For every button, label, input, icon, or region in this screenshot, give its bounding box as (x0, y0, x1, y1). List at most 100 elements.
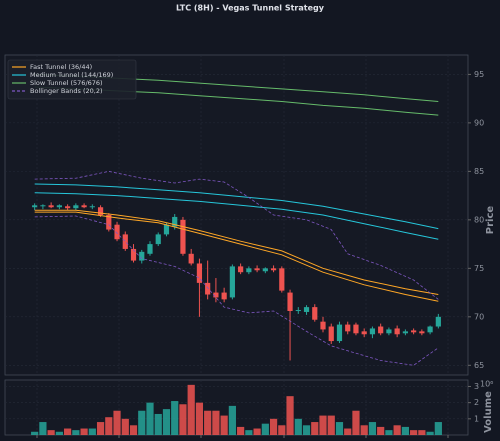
candle-body (172, 216, 178, 227)
volume-bar (228, 405, 236, 435)
y-tick-label: 80 (474, 215, 484, 224)
candle-body (328, 326, 334, 342)
volume-bar (352, 410, 360, 435)
volume-tick-label: 1 (474, 414, 479, 423)
candle-body (254, 268, 260, 271)
candle-body (139, 251, 145, 261)
candle-body (114, 224, 120, 240)
volume-bar (39, 422, 47, 435)
candle-body (435, 316, 441, 327)
volume-bar (245, 430, 253, 435)
volume-panel (4, 379, 469, 436)
volume-bar (171, 401, 179, 435)
candle-body (427, 326, 433, 333)
legend-label: Fast Tunnel (36/44) (30, 63, 92, 71)
volume-bar (401, 426, 409, 435)
candle-body (205, 282, 211, 295)
volume-bar (319, 415, 327, 435)
volume-bar (96, 422, 105, 435)
candle-body (130, 248, 137, 261)
volume-axis-label: Volume (483, 391, 494, 433)
candle-body (394, 328, 400, 335)
y-tick-label: 75 (474, 264, 484, 273)
indicator-line (34, 170, 439, 300)
volume-bar (418, 430, 426, 435)
candle-body (188, 253, 194, 264)
candle-body (73, 205, 79, 209)
y-tick-label: 85 (474, 167, 484, 176)
y-tick-label: 70 (474, 312, 484, 321)
indicator-line (34, 183, 439, 230)
volume-bar (368, 422, 377, 435)
candle-body (295, 310, 301, 312)
volume-scale-label: 10⁶ (480, 380, 493, 389)
candle-body (345, 324, 351, 332)
candle-body (303, 307, 310, 312)
y-tick-label: 90 (474, 118, 484, 127)
candle-body (320, 321, 326, 330)
volume-bar (72, 430, 80, 435)
volume-bar (344, 428, 352, 435)
volume-bar (410, 430, 418, 435)
candle-body (32, 205, 38, 208)
volume-bar (55, 431, 63, 435)
volume-tick-label: 2 (474, 398, 479, 407)
indicator-line (34, 211, 439, 302)
volume-bar (393, 425, 401, 435)
volume-bar (261, 423, 269, 435)
candle-body (147, 244, 153, 254)
indicator-line (34, 215, 439, 366)
candle-body (48, 205, 54, 208)
candle-body (81, 205, 87, 208)
candle-body (213, 292, 219, 298)
legend-label: Bollinger Bands (20,2) (30, 87, 103, 95)
candle-body (262, 268, 268, 272)
volume-bar (80, 428, 88, 435)
volume-bar (327, 415, 335, 435)
candle-body (180, 219, 186, 254)
volume-bar (129, 425, 138, 435)
volume-bar (311, 422, 319, 435)
candle-body (336, 324, 343, 342)
indicator-line (34, 192, 439, 240)
candle-body (163, 224, 170, 235)
volume-bar (162, 409, 171, 435)
candle-body (122, 234, 128, 249)
y-tick-label: 65 (474, 361, 484, 370)
volume-bar (105, 417, 113, 435)
y-axis-label: Price (485, 206, 496, 235)
volume-bar (253, 428, 261, 435)
candle-body (378, 326, 384, 334)
volume-bar (220, 415, 228, 435)
candle-body (419, 331, 425, 334)
price-panel (4, 54, 469, 376)
candle-body (361, 331, 367, 335)
volume-bar (385, 430, 393, 435)
volume-bar (286, 396, 294, 435)
candle-body (65, 206, 71, 209)
indicator-line (34, 209, 439, 295)
candle-body (97, 207, 104, 215)
volume-bar (335, 422, 344, 435)
candle-body (221, 292, 227, 300)
candle-body (353, 324, 359, 334)
volume-bar (204, 410, 212, 435)
volume-bar (64, 428, 72, 435)
candle-body (312, 307, 318, 320)
candle-body (155, 234, 161, 245)
volume-bar (113, 410, 121, 435)
legend-box (7, 59, 137, 100)
volume-bar (212, 410, 220, 435)
candle-body (89, 206, 95, 208)
volume-bar (294, 418, 302, 435)
volume-bar (121, 418, 129, 435)
volume-bar (269, 418, 278, 435)
volume-bar (179, 404, 187, 435)
volume-bar (360, 425, 368, 435)
chart-title: LTC (8H) - Vegas Tunnel Strategy (176, 4, 325, 13)
volume-bar (187, 384, 195, 435)
candle-body (40, 205, 46, 207)
candle-body (369, 328, 376, 335)
candle-body (56, 205, 62, 208)
